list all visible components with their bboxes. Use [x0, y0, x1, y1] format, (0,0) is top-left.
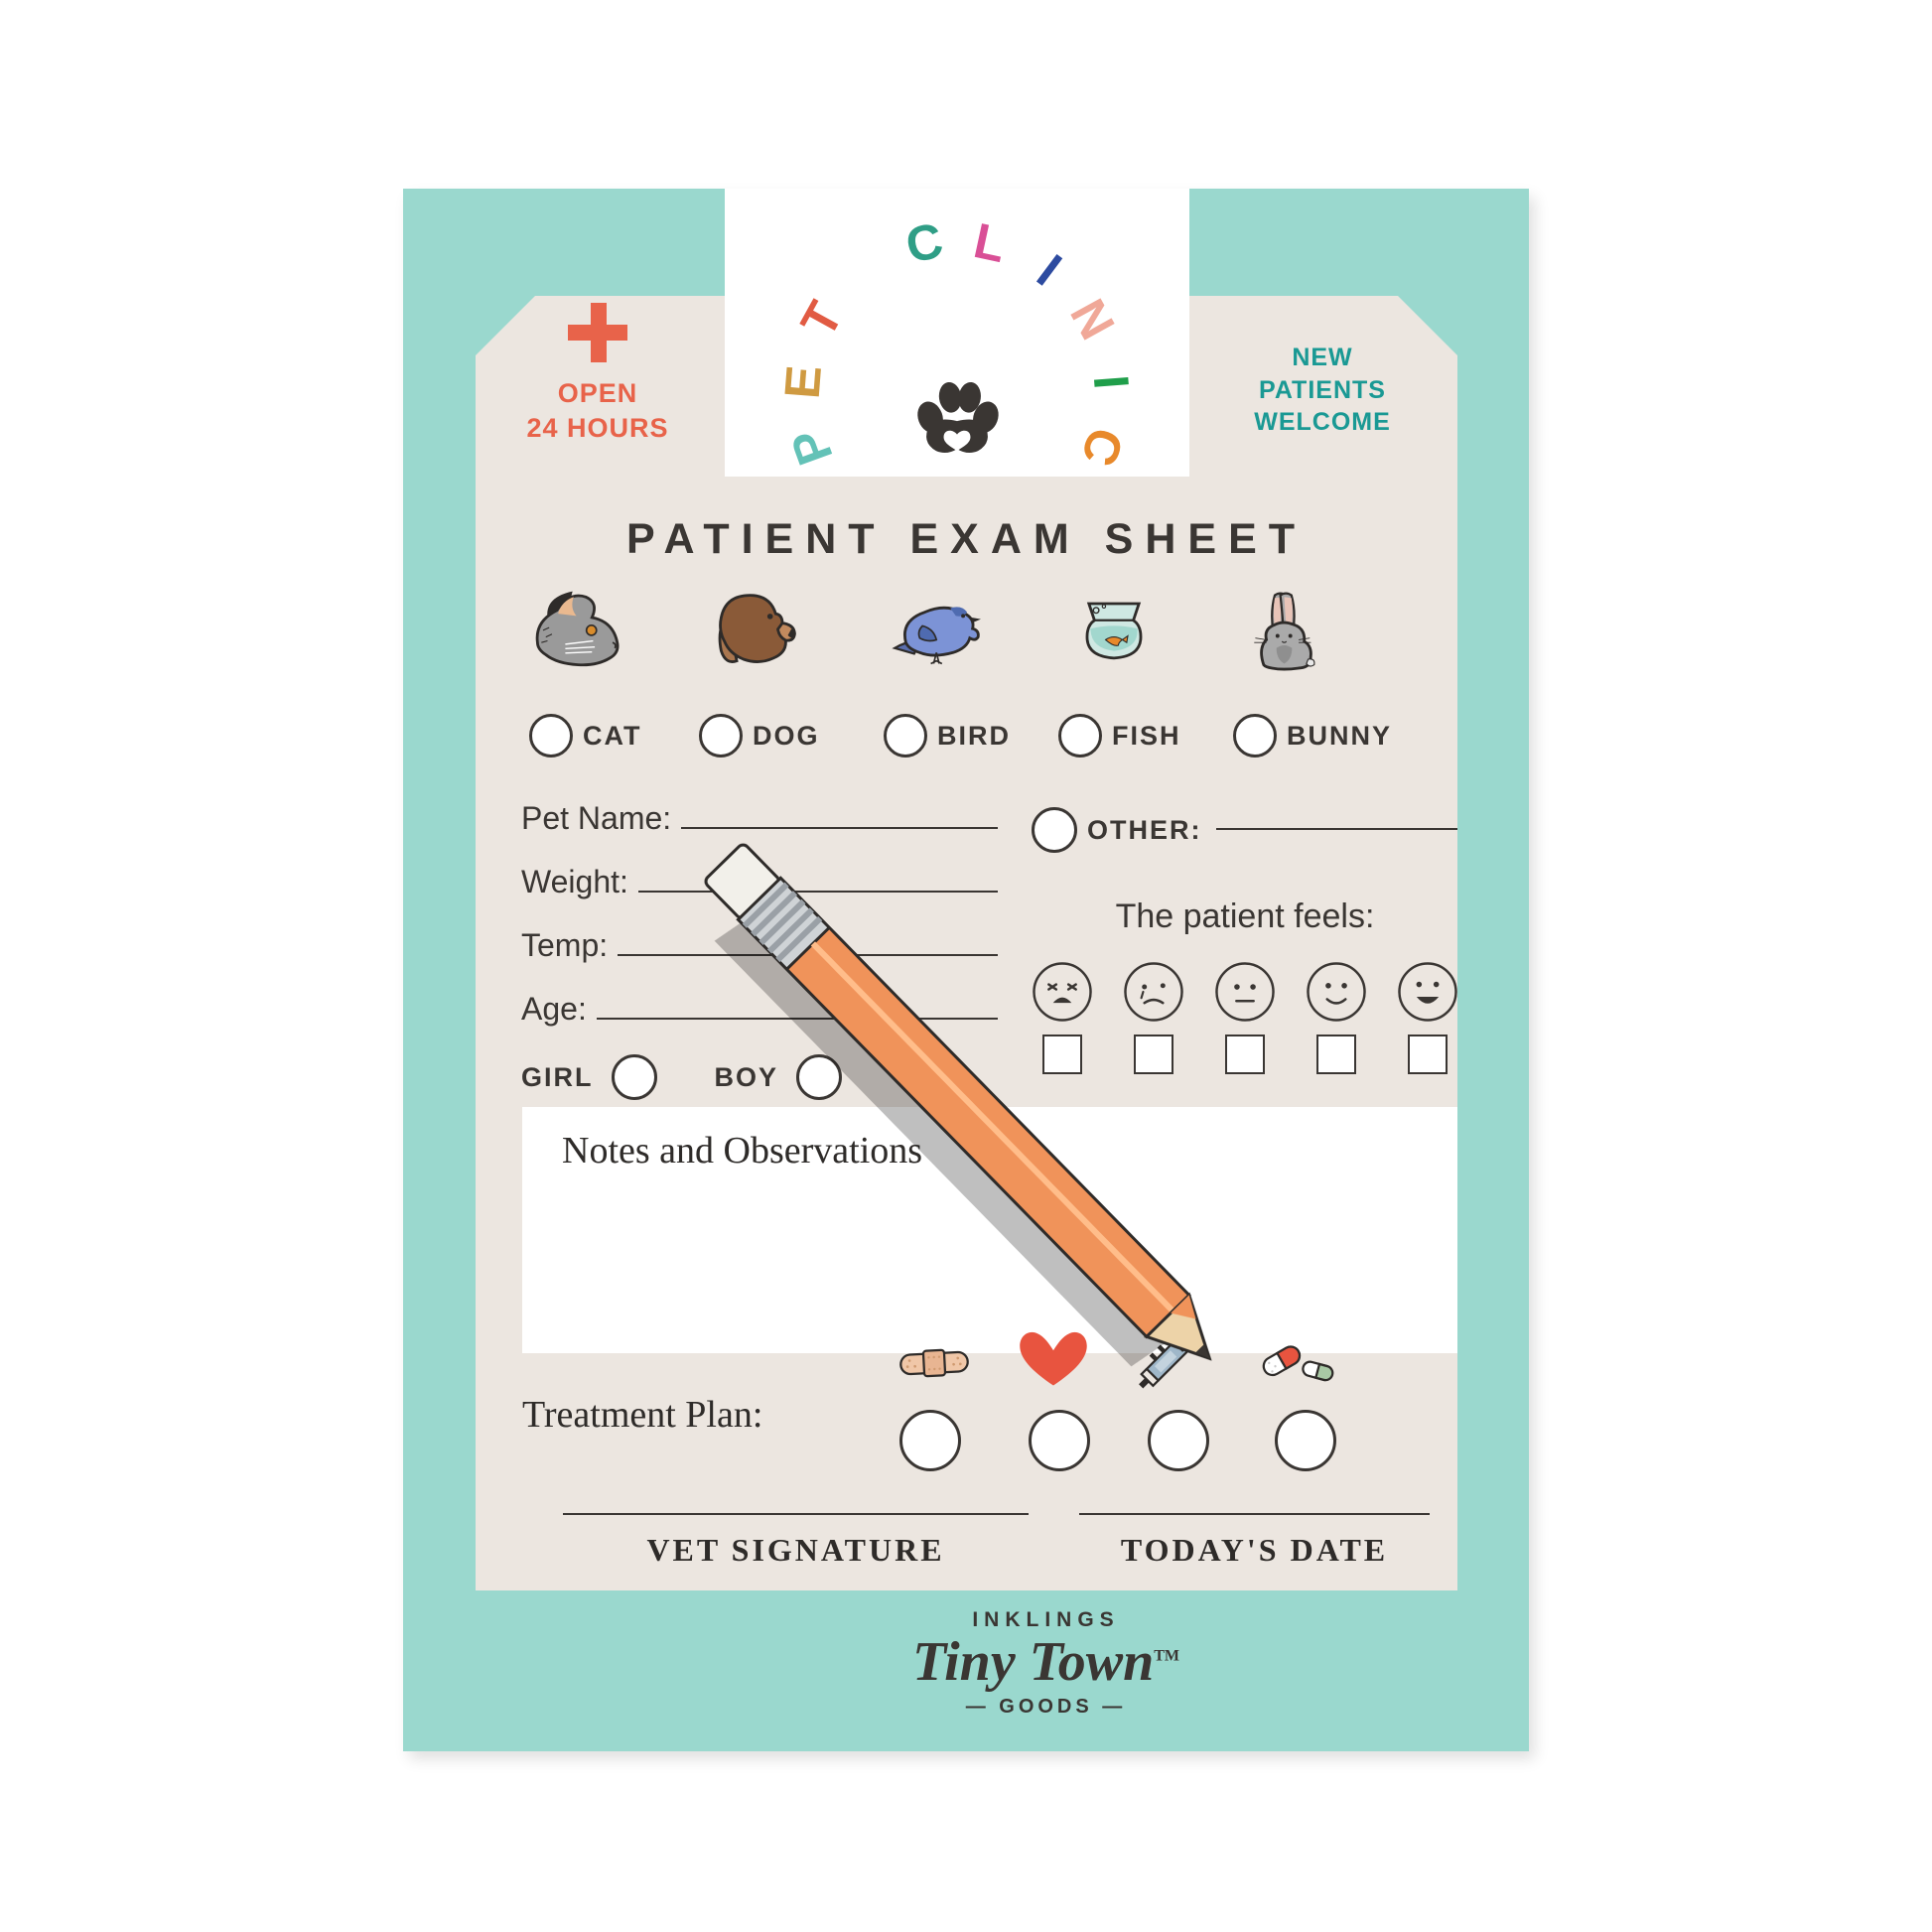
svg-text:E: E	[774, 363, 832, 401]
svg-text:P: P	[780, 422, 844, 472]
svg-text:L: L	[969, 212, 1011, 273]
svg-text:T: T	[790, 293, 854, 346]
svg-text:N: N	[1059, 290, 1125, 348]
svg-text:C: C	[900, 211, 947, 273]
svg-text:I: I	[1083, 373, 1140, 391]
svg-text:C: C	[1070, 421, 1135, 474]
svg-text:I: I	[1028, 243, 1072, 296]
